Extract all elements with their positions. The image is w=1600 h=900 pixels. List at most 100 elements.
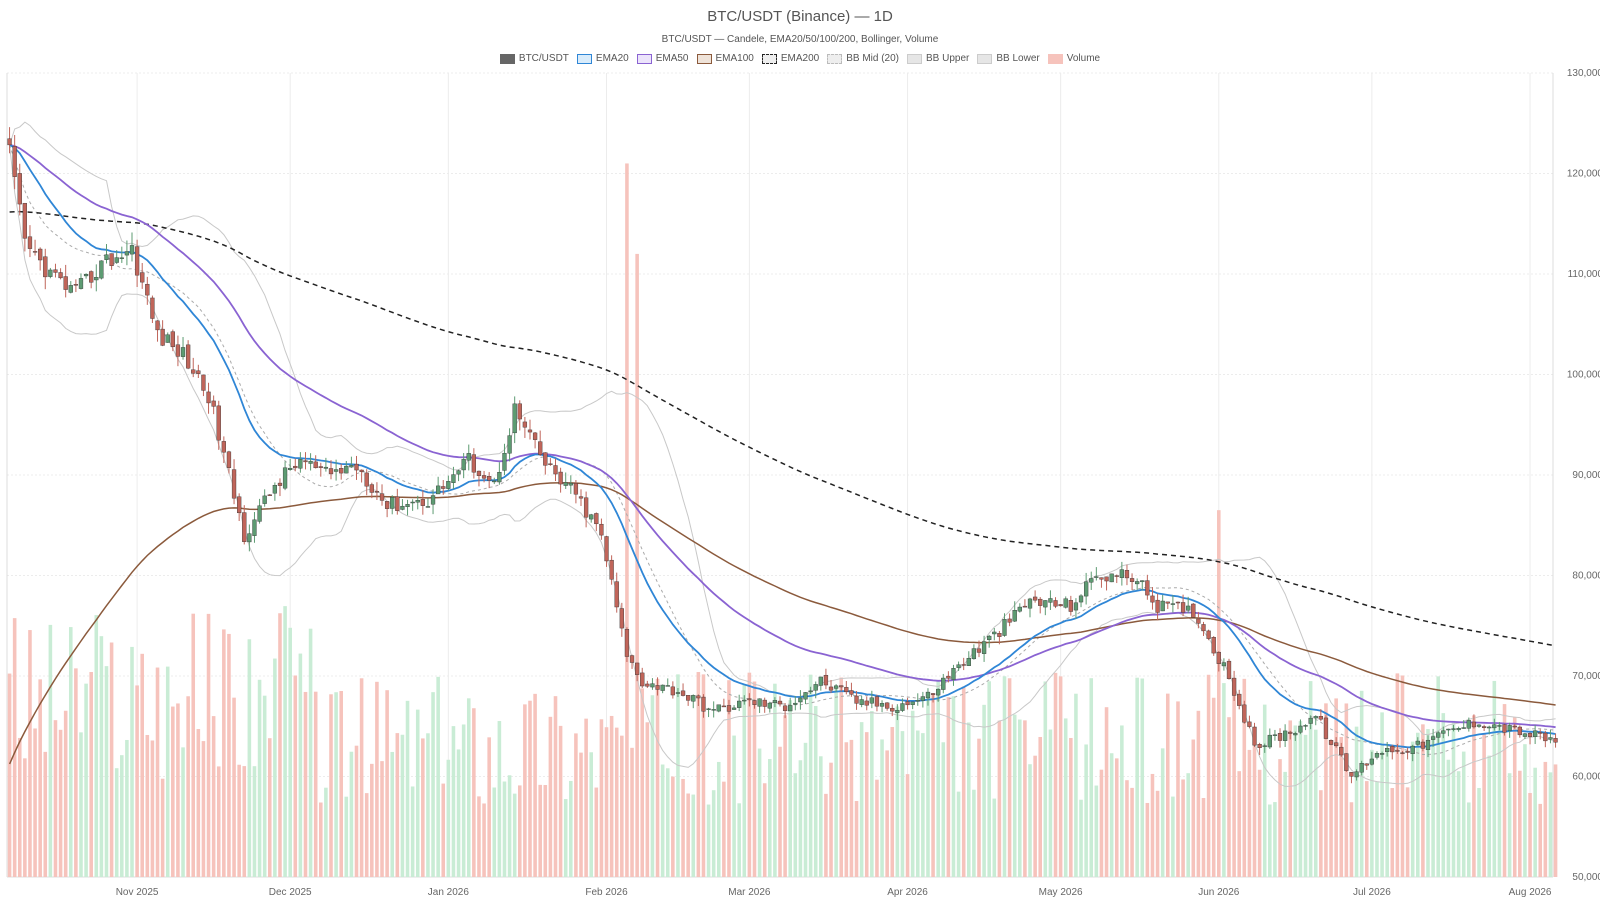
- candle-body: [1481, 726, 1487, 729]
- candle: [629, 654, 635, 669]
- candle: [1441, 726, 1446, 739]
- volume-bar: [191, 613, 196, 877]
- volume-bar: [1053, 672, 1058, 877]
- volume-bar: [262, 695, 267, 877]
- volume-bar: [961, 686, 966, 877]
- candle-body: [563, 482, 568, 486]
- volume-bar: [364, 793, 369, 877]
- volume-bar: [543, 785, 548, 877]
- candle-body: [558, 471, 563, 485]
- candle: [1436, 730, 1441, 744]
- legend-item[interactable]: EMA20: [576, 53, 629, 64]
- candle: [839, 685, 844, 692]
- volume-bar: [808, 674, 813, 877]
- candle: [1533, 725, 1538, 744]
- candle-body: [405, 504, 410, 508]
- candle-body: [798, 697, 803, 703]
- candle-body: [1410, 745, 1415, 754]
- candle: [32, 239, 38, 256]
- candle: [242, 505, 247, 545]
- volume-bar: [635, 253, 639, 877]
- candle: [1481, 724, 1487, 731]
- candle-body: [1221, 662, 1227, 667]
- candle: [1032, 590, 1038, 603]
- x-tick-label: Mar 2026: [728, 887, 771, 898]
- volume-bar: [109, 642, 114, 877]
- volume-bar: [737, 803, 741, 877]
- candle-body: [772, 700, 778, 703]
- candle: [772, 697, 778, 708]
- legend-label: BTC/USDT: [518, 53, 569, 64]
- candle: [864, 696, 869, 711]
- candle: [1027, 597, 1033, 618]
- candle: [859, 695, 864, 708]
- candle-body: [849, 690, 854, 695]
- volume-bar: [1446, 759, 1451, 877]
- legend-item[interactable]: EMA200: [761, 53, 819, 64]
- y-tick-label: 130,000: [1567, 68, 1600, 79]
- candle: [1364, 763, 1369, 770]
- candle-body: [1497, 725, 1502, 727]
- volume-bar: [319, 802, 323, 877]
- candle: [833, 684, 839, 692]
- volume-bar: [910, 710, 915, 877]
- volume-bar: [28, 630, 32, 877]
- candle-body: [981, 641, 987, 654]
- volume-bars: [7, 163, 1558, 877]
- candle-body: [1527, 733, 1533, 737]
- legend-item[interactable]: EMA50: [636, 53, 689, 64]
- candle-body: [895, 710, 900, 713]
- candle: [1104, 576, 1109, 591]
- candle: [145, 276, 150, 305]
- candle: [206, 382, 211, 414]
- volume-bar: [900, 731, 905, 877]
- chart-title: BTC/USDT (Binance) — 1D: [707, 8, 893, 25]
- candle: [226, 450, 232, 474]
- legend-item[interactable]: EMA100: [696, 53, 754, 64]
- volume-bar: [553, 696, 558, 877]
- volume-bar: [370, 763, 374, 877]
- candle: [874, 694, 880, 712]
- candle: [1206, 629, 1211, 641]
- candle: [1114, 574, 1119, 584]
- candle: [1135, 578, 1140, 591]
- legend-item[interactable]: BB Lower: [977, 53, 1040, 64]
- volume-bar: [1416, 732, 1420, 877]
- y-tick-label: 60,000: [1572, 772, 1600, 783]
- volume-bar: [727, 680, 731, 877]
- volume-bar: [1079, 799, 1083, 877]
- volume-bar: [885, 750, 889, 877]
- candle: [675, 688, 681, 698]
- volume-bar: [711, 790, 716, 877]
- candle-body: [1145, 580, 1150, 596]
- legend-item[interactable]: BB Upper: [907, 53, 969, 64]
- volume-bar: [160, 778, 165, 877]
- volume-bar: [589, 752, 594, 877]
- candle: [124, 240, 130, 266]
- candle-body: [1379, 753, 1385, 755]
- candle-body: [1155, 599, 1160, 613]
- candle-body: [645, 683, 650, 687]
- legend-item[interactable]: BTC/USDT: [499, 53, 569, 64]
- candle: [1017, 603, 1022, 613]
- volume-bar: [1033, 755, 1037, 877]
- volume-bar: [1518, 770, 1522, 877]
- candle-body: [104, 254, 109, 260]
- candle-body: [854, 695, 859, 704]
- volume-bar: [1012, 714, 1017, 877]
- volume-bar: [604, 727, 609, 877]
- volume-bar: [104, 666, 109, 877]
- candle-body: [288, 467, 293, 470]
- x-tick-label: Jul 2026: [1353, 887, 1391, 898]
- legend-item[interactable]: BB Mid (20): [827, 53, 899, 64]
- candle-body: [532, 432, 538, 440]
- volume-bar: [222, 629, 226, 877]
- candle-body: [1298, 725, 1303, 733]
- candle-body: [252, 519, 257, 536]
- legend-item[interactable]: Volume: [1047, 53, 1100, 64]
- candle-body: [12, 146, 17, 177]
- candle-body: [706, 708, 711, 710]
- candle-body: [114, 257, 119, 263]
- candle: [1282, 724, 1288, 747]
